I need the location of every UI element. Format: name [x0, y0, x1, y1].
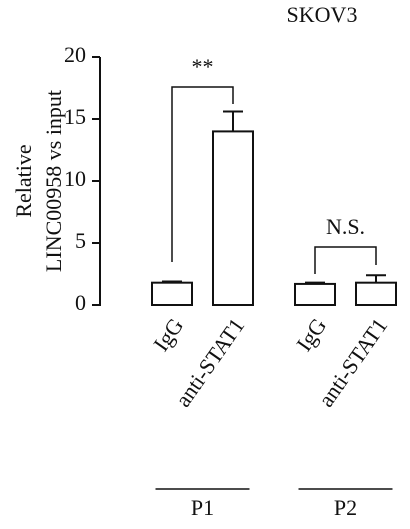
error-bar	[366, 274, 386, 283]
bar	[355, 281, 397, 306]
significance-label: **	[192, 54, 214, 79]
y-tick-label: 5	[75, 228, 86, 253]
x-tick-label: IgG	[291, 313, 331, 355]
error-bar	[223, 110, 243, 132]
y-tick-label: 20	[64, 42, 86, 67]
y-axis-label: LINC00958 vs input	[41, 90, 66, 272]
significance-bracket	[171, 86, 234, 262]
bar	[294, 282, 336, 307]
x-tick-label: IgG	[148, 313, 188, 355]
bar	[151, 281, 193, 306]
y-axis-label: Relative	[11, 144, 36, 217]
y-tick-label: 10	[64, 166, 86, 191]
y-tick-label: 0	[75, 290, 86, 315]
chart-title: SKOV3	[287, 2, 358, 27]
error-bar	[162, 280, 182, 283]
significance-bracket	[314, 246, 377, 274]
group-label: P2	[334, 495, 357, 520]
y-tick-label: 15	[64, 104, 86, 129]
bar	[212, 130, 254, 306]
error-bar	[305, 281, 325, 284]
group-label: P1	[191, 495, 214, 520]
significance-label: N.S.	[326, 214, 365, 239]
